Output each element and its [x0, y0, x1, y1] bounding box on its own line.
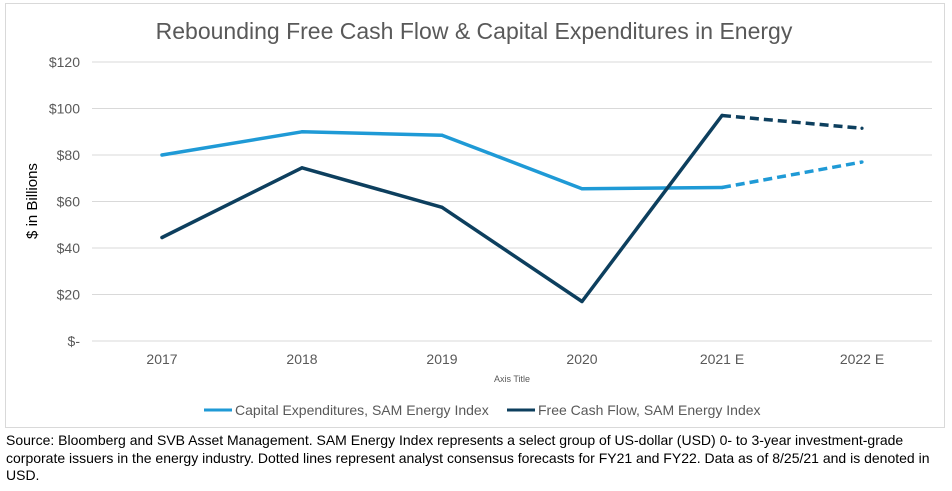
data-point — [300, 130, 304, 134]
line-chart: Rebounding Free Cash Flow & Capital Expe… — [24, 18, 932, 418]
x-axis-label: Axis Title — [494, 374, 530, 384]
data-point — [580, 299, 584, 304]
data-point — [860, 126, 864, 130]
y-tick-label: $20 — [57, 287, 81, 303]
chart-frame — [5, 3, 945, 428]
data-point — [160, 153, 164, 157]
legend: Capital Expenditures, SAM Energy Index Fr… — [204, 402, 761, 418]
legend-label: Free Cash Flow, SAM Energy Index — [538, 402, 761, 418]
x-tick-label: 2017 — [146, 351, 177, 367]
y-tick-label: $- — [68, 333, 81, 349]
series-lines — [160, 113, 864, 304]
legend-label: Capital Expenditures, SAM Energy Index — [235, 402, 489, 418]
y-tick-label: $120 — [49, 54, 80, 70]
x-tick-labels: 2017 2018 2019 2020 2021 E 2022 E — [146, 351, 884, 367]
x-tick-label: 2018 — [286, 351, 317, 367]
x-tick-label: 2022 E — [840, 351, 884, 367]
x-tick-label: 2021 E — [700, 351, 744, 367]
actual-line — [160, 130, 724, 191]
data-point — [440, 205, 444, 209]
y-tick-label: $100 — [49, 101, 80, 117]
chart-title: Rebounding Free Cash Flow & Capital Expe… — [156, 18, 793, 44]
y-tick-label: $60 — [57, 194, 81, 210]
series-line — [160, 113, 864, 304]
gridlines — [92, 61, 932, 342]
series-line — [160, 130, 864, 191]
y-tick-label: $40 — [57, 240, 81, 256]
x-tick-label: 2020 — [566, 351, 597, 367]
forecast-line — [721, 113, 863, 131]
data-point — [440, 133, 444, 137]
y-tick-label: $80 — [57, 147, 81, 163]
data-point — [720, 185, 724, 190]
data-point — [720, 113, 724, 118]
forecast-line — [721, 160, 863, 190]
x-tick-label: 2019 — [426, 351, 457, 367]
data-point — [860, 160, 864, 164]
y-tick-labels: $- $20 $40 $60 $80 $100 $120 — [49, 54, 80, 349]
data-point — [300, 166, 304, 170]
y-axis-label: $ in Billions — [24, 163, 41, 239]
source-note: Source: Bloomberg and SVB Asset Manageme… — [6, 432, 930, 483]
data-point — [160, 235, 164, 240]
data-point — [580, 187, 584, 191]
